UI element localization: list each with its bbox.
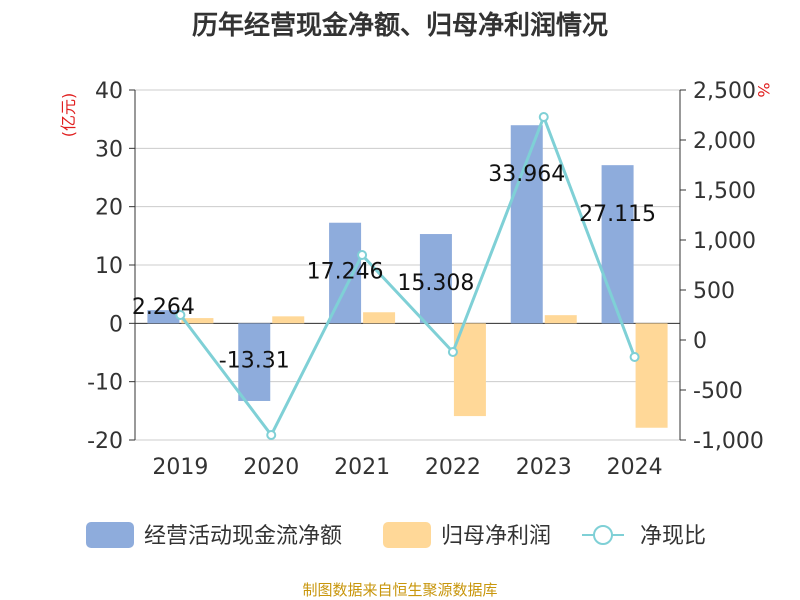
legend[interactable]: 经营活动现金流净额 归母净利润 净现比: [86, 522, 706, 549]
ratio-point[interactable]: [266, 430, 277, 440]
source-note: 制图数据来自恒生聚源数据库: [302, 581, 497, 599]
legend-swatch: [383, 522, 431, 548]
cashflow-data-label: 2.264: [132, 295, 195, 320]
cashflow-bar[interactable]: [238, 323, 271, 401]
data-labels: 2.264 -13.31 17.246 15.308 33.964 27.115: [132, 162, 656, 373]
right-tick-label: 1,000: [693, 229, 756, 254]
right-tick-label: 500: [693, 279, 735, 304]
ratio-line-path: [179, 112, 636, 438]
right-tick-label: 0: [693, 329, 707, 354]
legend-label: 归母净利润: [441, 524, 551, 549]
left-tick-label: -20: [87, 429, 123, 454]
left-axis-unit: (亿元): [59, 93, 78, 138]
right-tick-label: 2,000: [693, 129, 756, 154]
net-profit-bar[interactable]: [544, 315, 577, 324]
cashflow-data-label: 33.964: [488, 162, 565, 187]
x-tick-label: 2023: [516, 455, 572, 480]
left-tick-label: -10: [87, 371, 123, 396]
ratio-line: [175, 112, 640, 440]
ratio-point[interactable]: [357, 250, 368, 260]
right-tick-label: -500: [693, 379, 743, 404]
cashflow-data-label: -13.31: [219, 348, 290, 373]
cashflow-bar[interactable]: [510, 125, 543, 324]
net-profit-bar[interactable]: [363, 312, 396, 324]
right-tick-label: 1,500: [693, 179, 756, 204]
left-tick-label: 0: [109, 312, 123, 337]
net-profit-bar[interactable]: [635, 323, 668, 428]
cashflow-bar[interactable]: [601, 165, 634, 324]
x-tick-label: 2021: [334, 455, 390, 480]
cashflow-data-label: 27.115: [579, 202, 656, 227]
right-tick-label: -1,000: [693, 429, 764, 454]
ratio-point[interactable]: [629, 352, 640, 362]
cashflow-bar[interactable]: [147, 310, 180, 324]
legend-swatch: [86, 522, 134, 548]
left-tick-label: 20: [95, 196, 123, 221]
net-profit-bar[interactable]: [181, 318, 214, 324]
left-tick-label: 10: [95, 254, 123, 279]
ratio-point[interactable]: [175, 310, 186, 320]
x-tick-label: 2020: [243, 455, 299, 480]
x-tick-label: 2022: [425, 455, 481, 480]
ratio-point[interactable]: [447, 347, 458, 357]
legend-label: 经营活动现金流净额: [144, 524, 342, 549]
cashflow-data-label: 15.308: [397, 271, 474, 296]
left-tick-label: 40: [95, 79, 123, 104]
left-tick-label: 30: [95, 137, 123, 162]
ratio-point[interactable]: [538, 112, 549, 122]
chart-title: 历年经营现金净额、归母净利润情况: [192, 10, 608, 41]
legend-marker: [593, 525, 613, 545]
right-tick-label: 2,500: [693, 79, 756, 104]
x-tick-label: 2024: [607, 455, 663, 480]
x-tick-label: 2019: [152, 455, 208, 480]
legend-label: 净现比: [640, 524, 706, 549]
right-axis-unit: %: [754, 82, 773, 97]
axes: 40 30 20 10 0 -10 -20 2,500 2,000 1,500 1,000 500 0 -…: [87, 79, 764, 480]
cashflow-bar[interactable]: [419, 234, 452, 324]
net-profit-bar[interactable]: [272, 316, 305, 324]
cashflow-data-label: 17.246: [307, 260, 384, 285]
